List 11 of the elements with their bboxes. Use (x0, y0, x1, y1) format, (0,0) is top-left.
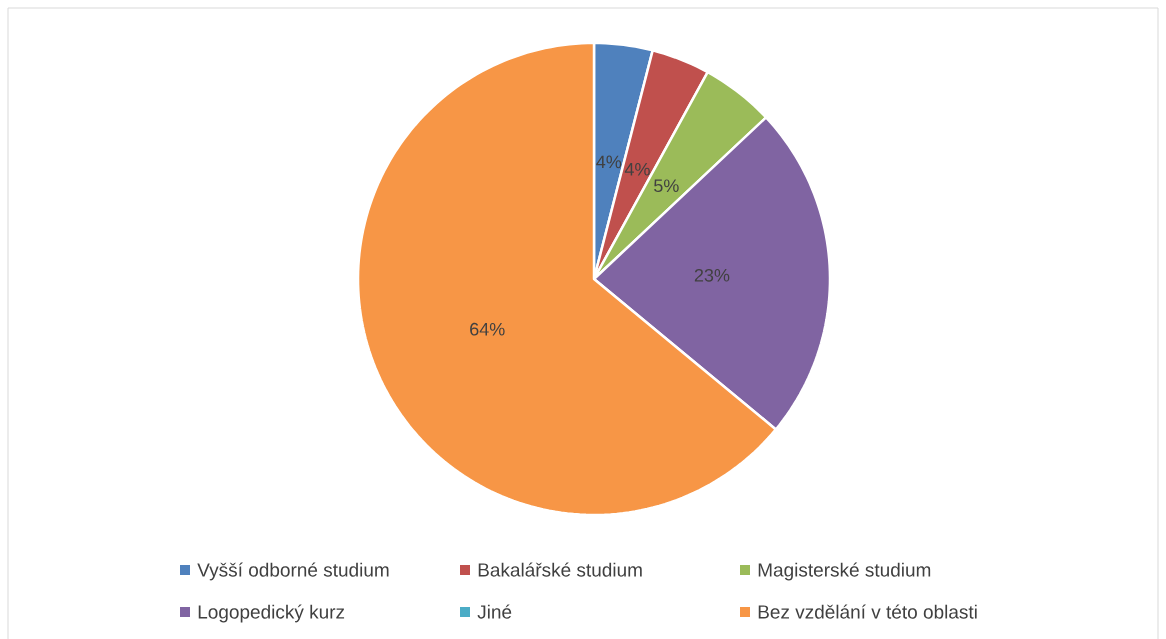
legend-label: Bez vzdělání v této oblasti (758, 604, 977, 619)
data-label: 4% (624, 162, 650, 176)
data-label: 23% (694, 268, 730, 282)
legend-label: Logopedický kurz (198, 604, 345, 623)
legend-label: Magisterské studium (758, 562, 931, 581)
data-label: 4% (596, 155, 622, 169)
legend-label: Jiné (477, 604, 512, 619)
data-label: 64% (470, 322, 505, 336)
legend-label: Bakalářské studium (478, 562, 642, 577)
legend-label: Vyšší odborné studium (197, 562, 389, 581)
data-label: 5% (654, 179, 679, 193)
